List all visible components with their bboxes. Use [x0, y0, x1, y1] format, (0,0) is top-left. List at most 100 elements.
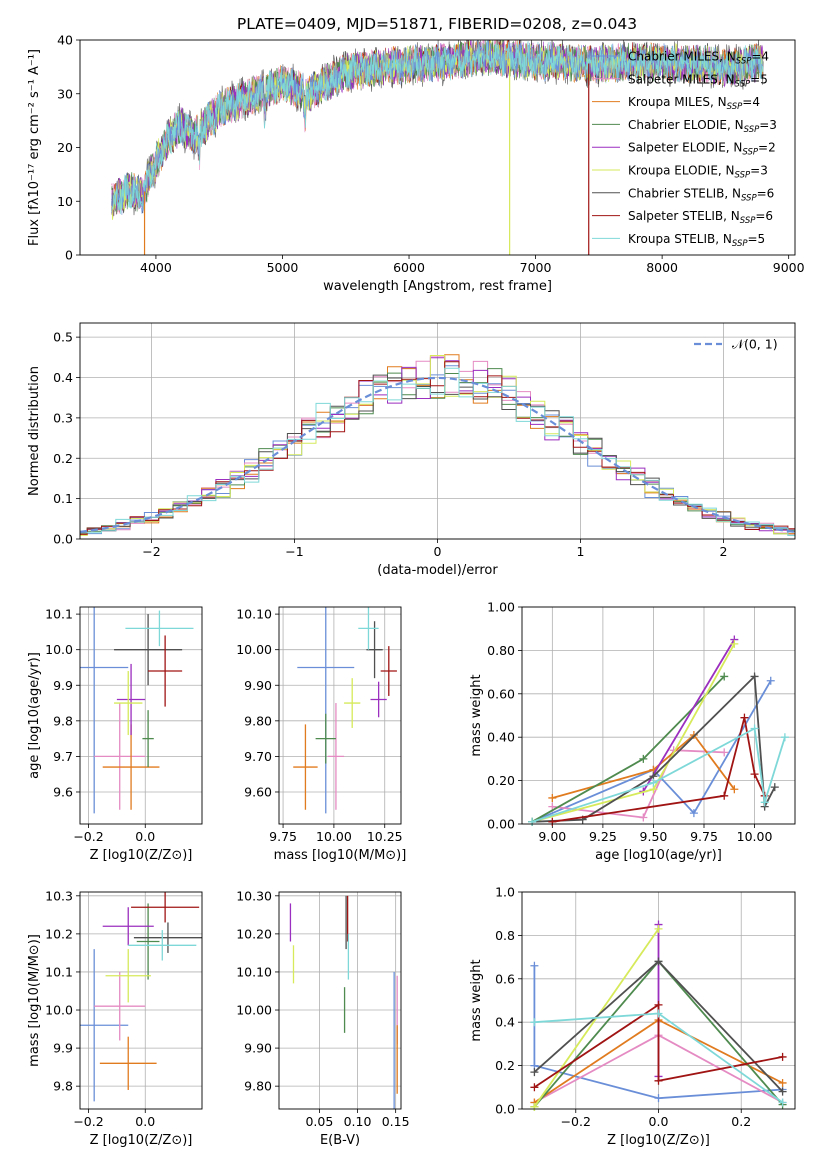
legend-entry: Chabrier ELODIE, NSSP=3: [628, 118, 777, 135]
x-tick-label: 9.50: [640, 829, 668, 844]
y-tick-label: 0.4: [495, 1015, 515, 1030]
y-tick-label: 9.9: [53, 678, 73, 693]
errorbar-point: [315, 713, 336, 764]
y-tick-label: 9.80: [244, 713, 272, 728]
x-tick-label: 10.00: [316, 829, 352, 844]
plus-marker: [730, 785, 739, 794]
x-tick-label: 9000: [773, 260, 805, 275]
y-tick-label: 9.90: [244, 678, 272, 693]
plus-marker: [778, 1098, 787, 1107]
spectrum-line: [111, 40, 764, 215]
axes-frame: [278, 606, 402, 825]
errorbar-point: [80, 607, 129, 814]
plus-marker: [720, 791, 729, 800]
legend-suffix: =4: [751, 50, 769, 64]
x-axis-label: age [log10(age/yr)]: [595, 848, 722, 863]
y-tick-label: 30: [57, 86, 73, 101]
legend-entry: Kroupa MILES, NSSP=4: [628, 95, 760, 112]
y-tick-label: 0.40: [487, 730, 515, 745]
plus-marker: [654, 957, 663, 966]
plus-marker: [530, 961, 539, 970]
weight-lines: [528, 635, 789, 826]
weight-line: [642, 639, 736, 792]
errorbar-point: [293, 724, 318, 810]
x-tick-label: 5000: [267, 260, 299, 275]
legend-entry: Kroupa ELODIE, NSSP=3: [628, 164, 768, 181]
legend-entry: Chabrier STELIB, NSSP=6: [628, 186, 774, 203]
age-vs-Z-panel: −0.2 0.0 9.6 9.7 9.8 9.9 10.0 10.1 Z [log10(Z/Z⊙…: [27, 606, 203, 863]
x-axis-label: Z [log10(Z/Z⊙)]: [90, 1133, 193, 1148]
plus-marker: [750, 672, 759, 681]
weight-line: [552, 749, 725, 819]
legend-entry: Chabrier MILES, NSSP=4: [628, 50, 769, 67]
y-tick-label: 10.2: [45, 926, 73, 941]
axes-frame: [79, 891, 203, 1110]
weight-line: [533, 1003, 783, 1089]
weight-vs-age-panel: 9.00 9.25 9.50 9.75 10.00 0.00 0.20 0.40 0.60 0.8…: [469, 600, 796, 863]
histograms: [80, 354, 795, 536]
legend-subscript: SSP: [740, 216, 756, 226]
x-tick-label: 0.0: [135, 829, 155, 844]
legend-subscript: SSP: [742, 148, 758, 158]
x-tick-label: −0.2: [73, 829, 103, 844]
y-tick-label: 0.2: [53, 451, 73, 466]
panels: 4000 5000 6000 7000 8000 9000010203040wavelen…: [27, 33, 805, 1149]
legend-label: Salpeter STELIB, N: [628, 209, 740, 223]
x-tick-label: 0: [434, 544, 442, 559]
y-axis-label: mass weight: [469, 674, 484, 756]
y-tick-label: 10.1: [45, 964, 73, 979]
plus-marker: [548, 793, 557, 802]
errorbar-point: [366, 621, 383, 679]
y-axis-label: Flux [fλ10⁻¹⁷ erg cm⁻² s⁻¹ A⁻¹]: [27, 49, 42, 246]
y-tick-label: 40: [57, 33, 73, 48]
x-tick-label: 0.0: [135, 1114, 155, 1129]
y-tick-label: 0.4: [53, 370, 73, 385]
legend-label: Salpeter MILES, N: [628, 72, 735, 86]
errorbar-point: [128, 930, 197, 961]
x-tick-label: 0.2: [731, 1114, 751, 1129]
legend-label: Chabrier MILES, N: [628, 50, 736, 64]
plus-marker: [730, 639, 739, 648]
y-tick-label: 9.9: [53, 1041, 73, 1056]
mass-vs-EBV-panel: 0.05 0.10 0.15 9.80 9.90 10.00 10.10 10.20 10.30…: [236, 888, 409, 1148]
y-tick-label: 0.0: [53, 532, 73, 547]
plus-marker: [548, 802, 557, 811]
plus-marker: [530, 1083, 539, 1092]
plus-marker: [654, 1000, 663, 1009]
errorbar-point: [102, 907, 154, 946]
errorbar-point: [80, 949, 129, 1102]
legend-subscript: SSP: [727, 102, 743, 112]
axes-frame: [79, 39, 796, 256]
y-tick-label: 10.00: [236, 1003, 272, 1018]
x-tick-label: −1: [285, 544, 303, 559]
y-tick-label: 0.80: [487, 643, 515, 658]
x-axis-label: Z [log10(Z/Z⊙)]: [607, 1133, 710, 1148]
legend-label: Chabrier STELIB, N: [628, 186, 741, 200]
y-tick-label: 10.3: [45, 888, 73, 903]
spectrum-line: [111, 40, 764, 215]
y-tick-label: 10.20: [236, 926, 272, 941]
plus-marker: [530, 1018, 539, 1027]
errorbar-point: [114, 614, 183, 686]
legend-suffix: =2: [758, 141, 776, 155]
y-tick-label: 9.80: [244, 1079, 272, 1094]
y-tick-label: 0.5: [53, 330, 73, 345]
plus-marker: [639, 813, 648, 822]
y-tick-label: 0.60: [487, 686, 515, 701]
x-tick-label: 9.75: [269, 829, 297, 844]
legend-label: Chabrier ELODIE, N: [628, 118, 744, 132]
x-tick-label: −0.2: [73, 1114, 103, 1129]
axes-frame: [278, 891, 402, 1110]
y-axis-label: mass [log10(M/M⊙)]: [27, 934, 42, 1067]
x-tick-label: 6000: [393, 260, 425, 275]
plus-marker: [530, 1102, 539, 1111]
plus-marker: [639, 754, 648, 763]
mass-vs-Z-panel: −0.2 0.0 9.8 9.9 10.0 10.1 10.2 10.3 Z [log10(Z/…: [27, 888, 203, 1148]
errorbar-point: [116, 663, 146, 736]
axes-frame: [521, 606, 796, 825]
legend-suffix: =3: [750, 164, 768, 178]
spectrum-lines: [111, 40, 764, 255]
y-tick-label: 0.6: [495, 971, 515, 986]
errorbar-point: [102, 724, 160, 810]
